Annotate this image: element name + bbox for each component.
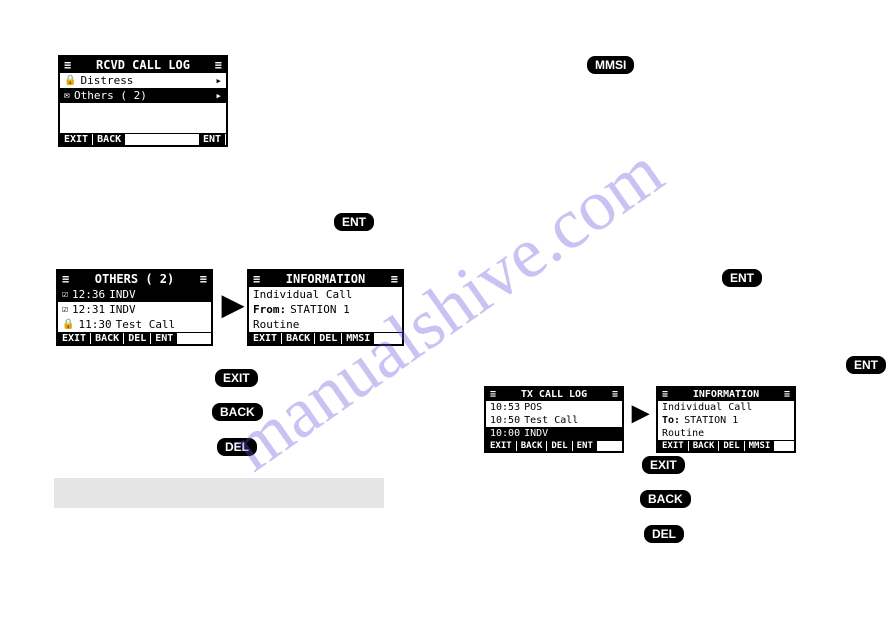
lcd2-row1-text: INDV [109,303,136,316]
lcd1-row-empty2 [60,118,226,133]
mmsi-label: MMSI [587,56,634,74]
lcd2-row2-text: Test Call [116,318,176,331]
lcd-rcvd-call-log: RCVD CALL LOG 🔒 Distress ▸ ✉ Others ( 2)… [58,55,228,147]
lcd-info-to: INFORMATION Individual Call To: STATION … [656,386,796,453]
lcd3-line3: Routine [249,317,402,332]
lcd3-body: Individual Call From: STATION 1 Routine [249,287,402,332]
lcd2-row1-time: 12:31 [72,303,105,316]
lcd-others: OTHERS ( 2) ☑ 12:36 INDV ☑ 12:31 INDV 🔒 … [56,269,213,346]
lcd1-btn-back: BACK [93,134,125,145]
lcd2-row0-text: INDV [109,288,136,301]
lcd4-btn-ent: ENT [573,441,597,451]
lcd4-row2-time: 10:00 [490,428,520,439]
lcd1-row2-text: Others ( 2) [74,89,147,102]
lcd1-row-distress: 🔒 Distress ▸ [60,73,226,88]
lcd4-row0-time: 10:53 [490,402,520,413]
arrow-right-icon: ▶ [222,288,244,321]
lcd4-body: 10:53 POS 10:50 Test Call 10:00 INDV [486,401,622,440]
check-icon: ☑ [62,304,68,315]
lcd5-btn-back: BACK [689,441,719,451]
lock-icon: 🔒 [64,75,76,86]
lcd4-footer: EXIT BACK DEL ENT [486,440,622,451]
lcd1-row1-text: Distress [80,74,133,87]
lcd2-row0: ☑ 12:36 INDV [58,287,211,302]
lcd5-to-value: STATION 1 [684,415,738,426]
lock-icon: 🔒 [62,319,74,330]
lcd-tx-call-log: TX CALL LOG 10:53 POS 10:50 Test Call 10… [484,386,624,453]
lcd3-btn-mmsi: MMSI [342,333,374,344]
lcd5-line3: Routine [658,427,794,440]
check-icon: ☑ [62,289,68,300]
lcd3-line1: Individual Call [249,287,402,302]
lcd2-footer: EXIT BACK DEL ENT [58,332,211,344]
lcd-info-from: INFORMATION Individual Call From: STATIO… [247,269,404,346]
lcd3-footer: EXIT BACK DEL MMSI [249,332,402,344]
ent-label-mid: ENT [334,213,374,231]
del-label-right: DEL [644,525,684,543]
lcd2-row1: ☑ 12:31 INDV [58,302,211,317]
exit-label-right: EXIT [642,456,685,474]
lcd1-footer: EXIT BACK ENT [60,133,226,145]
lcd5-btn-mmsi: MMSI [745,441,775,451]
lcd4-row1: 10:50 Test Call [486,414,622,427]
ent-label-right2: ENT [846,356,886,374]
arrow-right-icon: ▸ [215,89,222,102]
lcd4-row2-text: INDV [524,428,548,439]
gray-band [54,478,384,508]
lcd1-btn-ent: ENT [199,134,225,145]
lcd5-body: Individual Call To: STATION 1 Routine [658,401,794,440]
del-label-left: DEL [217,438,257,456]
lcd2-btn-exit: EXIT [58,333,90,344]
ent-label-right: ENT [722,269,762,287]
lcd5-to-label: To: [662,415,680,426]
lcd4-row2: 10:00 INDV [486,427,622,440]
lcd3-title: INFORMATION [249,271,402,287]
lcd3-line2: From: STATION 1 [249,302,402,317]
lcd3-from-value: STATION 1 [290,303,350,316]
envelope-icon: ✉ [64,90,70,101]
lcd4-title: TX CALL LOG [486,388,622,401]
lcd4-row0: 10:53 POS [486,401,622,414]
lcd4-btn-back: BACK [517,441,547,451]
arrow-right-icon: ▶ [632,400,649,426]
lcd2-row0-time: 12:36 [72,288,105,301]
lcd5-btn-del: DEL [719,441,743,451]
lcd3-btn-del: DEL [315,333,341,344]
lcd2-btn-ent: ENT [151,333,177,344]
arrow-right-icon: ▸ [215,74,222,87]
lcd5-btn-exit: EXIT [658,441,688,451]
lcd1-btn-exit: EXIT [60,134,92,145]
back-label-left: BACK [212,403,263,421]
lcd4-row1-text: Test Call [524,415,578,426]
lcd1-body: 🔒 Distress ▸ ✉ Others ( 2) ▸ [60,73,226,133]
lcd5-footer: EXIT BACK DEL MMSI [658,440,794,451]
lcd2-title: OTHERS ( 2) [58,271,211,287]
back-label-right: BACK [640,490,691,508]
lcd1-row-empty [60,103,226,118]
lcd2-row2: 🔒 11:30 Test Call [58,317,211,332]
lcd1-title: RCVD CALL LOG [60,57,226,73]
lcd4-btn-del: DEL [547,441,571,451]
lcd2-btn-back: BACK [91,333,123,344]
lcd3-btn-back: BACK [282,333,314,344]
lcd3-btn-exit: EXIT [249,333,281,344]
exit-label-left: EXIT [215,369,258,387]
lcd2-btn-del: DEL [124,333,150,344]
lcd4-row1-time: 10:50 [490,415,520,426]
lcd1-row-others: ✉ Others ( 2) ▸ [60,88,226,103]
lcd2-body: ☑ 12:36 INDV ☑ 12:31 INDV 🔒 11:30 Test C… [58,287,211,332]
lcd4-btn-exit: EXIT [486,441,516,451]
lcd5-title: INFORMATION [658,388,794,401]
lcd4-row0-text: POS [524,402,542,413]
lcd3-from-label: From: [253,303,286,316]
lcd5-line1: Individual Call [658,401,794,414]
lcd2-row2-time: 11:30 [78,318,111,331]
lcd5-line2: To: STATION 1 [658,414,794,427]
